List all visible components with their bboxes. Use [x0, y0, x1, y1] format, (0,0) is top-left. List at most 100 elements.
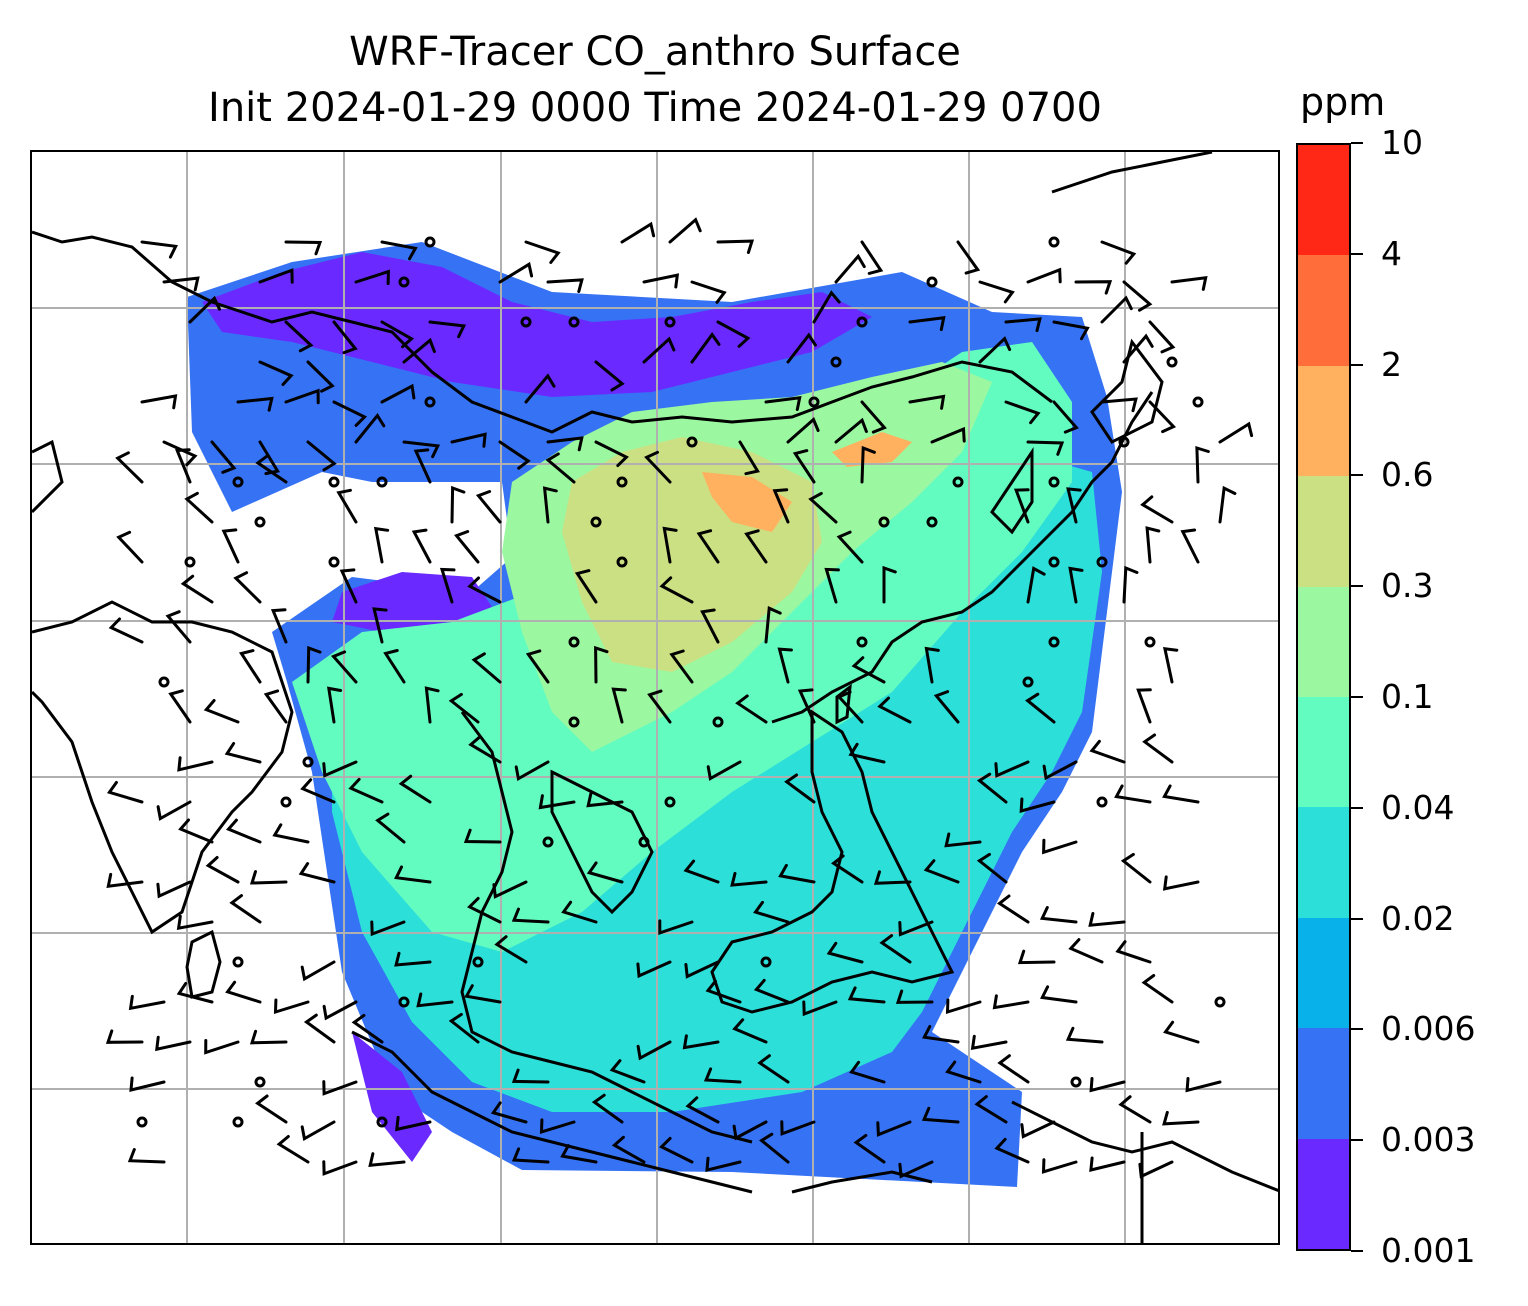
colorbar-tick: [1351, 474, 1363, 477]
wind-barb: [380, 240, 418, 261]
wind-barb: [860, 400, 887, 434]
calm-wind-marker: [398, 996, 410, 1008]
wind-barb: [898, 920, 934, 937]
wind-barb: [1017, 949, 1056, 965]
wind-barb: [467, 576, 502, 604]
wind-barb: [380, 320, 415, 349]
calm-wind-marker: [328, 556, 340, 568]
calm-wind-marker: [568, 716, 580, 728]
wind-barb: [448, 1012, 480, 1044]
wind-barb: [402, 337, 436, 364]
wind-barb: [525, 649, 550, 684]
wind-barb: [394, 951, 432, 967]
wind-barb: [498, 261, 534, 284]
wind-barb: [372, 607, 388, 644]
wind-barb: [1004, 400, 1041, 425]
wind-barb: [322, 1080, 358, 1096]
wind-barb: [106, 872, 144, 888]
wind-barb: [1039, 906, 1078, 924]
wind-barb: [115, 451, 144, 484]
colorbar-segment-6: [1298, 476, 1349, 587]
wind-barb: [636, 960, 672, 979]
calm-wind-marker: [1022, 676, 1034, 688]
wind-barb: [978, 336, 1012, 364]
wind-barb: [997, 1054, 1030, 1084]
calm-wind-marker: [830, 356, 842, 368]
wind-barb: [203, 699, 240, 724]
wind-barb: [1138, 1160, 1174, 1179]
wind-barb: [1148, 320, 1176, 354]
wind-barb: [1140, 495, 1174, 524]
wind-barb: [1066, 487, 1082, 524]
wind-barb: [184, 491, 214, 524]
coastline-indonesia: [351, 1030, 1278, 1243]
wind-barb: [1074, 280, 1113, 295]
wind-barb: [1042, 838, 1078, 855]
wind-barb: [106, 781, 144, 804]
wind-barb: [511, 907, 550, 924]
calm-wind-marker: [376, 476, 388, 488]
wind-barb: [945, 998, 982, 1015]
wind-barb: [322, 1160, 358, 1176]
wind-barb: [210, 440, 237, 474]
wind-barb: [594, 440, 629, 468]
wind-barb: [284, 240, 323, 256]
wind-barb: [1118, 1095, 1152, 1124]
wind-barb: [586, 792, 624, 808]
calm-wind-marker: [398, 276, 410, 288]
wind-barb: [705, 979, 742, 1004]
map-title-line-1: WRF-Tracer CO_anthro Surface: [349, 29, 961, 75]
wind-barb: [546, 278, 584, 293]
wind-barb: [322, 760, 358, 778]
wind-barb: [524, 373, 556, 404]
wind-barb: [225, 818, 262, 844]
calm-wind-marker: [926, 516, 938, 528]
wind-barb: [450, 432, 487, 448]
wind-barb: [658, 919, 694, 935]
calm-wind-marker: [616, 556, 628, 568]
wind-barb: [176, 914, 214, 931]
calm-wind-marker: [158, 676, 170, 688]
wind-barb: [448, 692, 480, 724]
wind-barb: [847, 986, 886, 1004]
wind-barb: [732, 1120, 768, 1141]
wind-barb: [659, 576, 694, 604]
wind-barb: [1026, 440, 1065, 456]
wind-barb: [236, 396, 274, 412]
wind-barb: [224, 742, 262, 764]
wind-barb: [1026, 566, 1046, 604]
colorbar-tick: [1351, 1139, 1363, 1142]
calm-wind-marker: [1048, 476, 1060, 488]
wind-barb: [1052, 320, 1090, 341]
wind-barb: [380, 383, 416, 404]
coastline-philippines-borneo: [710, 709, 955, 1014]
wind-barb: [976, 852, 1008, 884]
wind-barb: [233, 571, 262, 604]
colorbar-tick-label: 0.001: [1381, 1231, 1476, 1270]
wind-barb: [300, 1120, 336, 1142]
colorbar-tick-label: 0.04: [1381, 787, 1455, 827]
wind-barb: [730, 871, 768, 887]
calm-wind-marker: [568, 316, 580, 328]
wind-barb: [326, 686, 343, 724]
wind-barb: [642, 273, 680, 289]
wind-barb: [812, 290, 841, 324]
wind-barb: [732, 1018, 768, 1044]
wind-barb: [876, 1120, 912, 1137]
wind-barb: [824, 567, 840, 604]
wind-barb: [205, 856, 240, 884]
calm-wind-marker: [878, 516, 890, 528]
wind-barb: [685, 1096, 720, 1124]
calm-wind-marker: [590, 516, 602, 528]
wind-barb: [690, 280, 727, 304]
wind-barb: [683, 859, 720, 884]
calm-wind-marker: [232, 1116, 244, 1128]
wind-barb: [669, 649, 694, 684]
wind-barb: [375, 812, 406, 844]
wind-barb: [831, 854, 864, 884]
wind-barb: [273, 998, 310, 1015]
wind-barb: [128, 994, 166, 1011]
wind-barb: [1163, 1020, 1200, 1044]
wind-barb: [930, 426, 966, 444]
wind-barb: [225, 980, 262, 1004]
